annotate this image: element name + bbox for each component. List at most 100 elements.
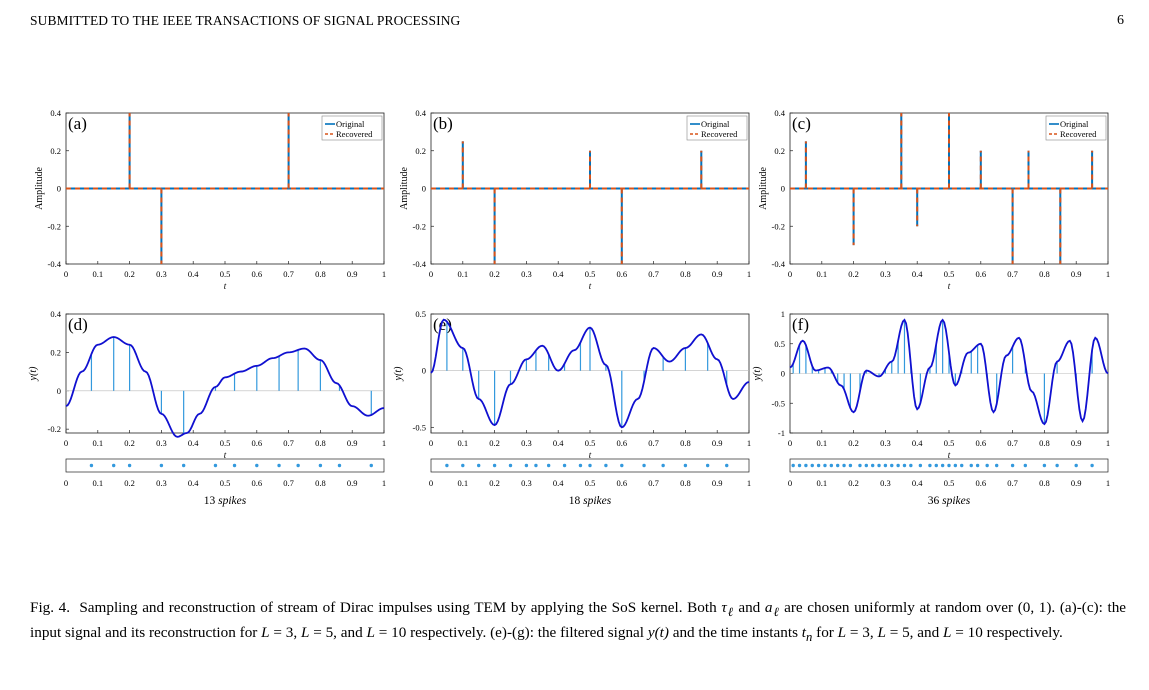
panel-b: -0.4 -0.2 0 0.2 0.4 0 0.1 0.2 0.3 0.4 0.5 0.6 0.7 0.8… [399, 108, 751, 291]
panel-f-filtered-signal [789, 318, 1109, 426]
panel-e-time-instant-dot [534, 463, 538, 468]
caption-text-6: for [816, 623, 834, 641]
panel-a-xtick-label: 0.2 [124, 269, 135, 279]
panel-e-strip-tick-label: 0.1 [457, 478, 468, 488]
caption-L-6: L [943, 623, 952, 641]
panel-d-time-instant-dot [89, 463, 94, 468]
panel-e: -0.500.50 0.1 0.2 0.3 0.4 0.5 0.6 0.7 0.8 0.9 1t(e… [393, 309, 751, 460]
panel-f-time-instant-dot [883, 463, 888, 468]
panel-f-time-instant-dot [995, 463, 999, 468]
panel-f-time-instant-dot [1074, 463, 1078, 468]
panel-f-strip-tick-label: 0.6 [975, 478, 986, 488]
panel-e-strip-tick-label: 0.6 [616, 478, 627, 488]
panel-c-xtick-label: 0.6 [975, 269, 986, 279]
caption-text-3: . (a)-(c): the input signal and its reco… [30, 599, 1127, 641]
panel-f-ylabel: y(t) [752, 366, 763, 382]
panel-d-xtick-label: 0.3 [156, 438, 167, 448]
panel-d-strip-tick-label: 0.7 [283, 478, 294, 488]
panel-c: -0.4 -0.2 0 0.2 0.4 0 0.1 0.2 0.3 0.4 0.5 0.6 0.7 0.8… [758, 108, 1110, 291]
panel-f-ytick-label: 0 [781, 369, 785, 379]
panel-a-xtick-label: 0 [64, 269, 68, 279]
panel-f-time-instant-dot [810, 463, 814, 468]
panel-f-strip-tick-label: 0.3 [880, 478, 891, 488]
panel-f-time-instant-dot [1090, 463, 1094, 468]
panel-e-time-instant-dot [492, 463, 497, 468]
panel-c-ytick-label: 0.4 [774, 108, 785, 118]
panel-f-ytick-label: -0.5 [772, 398, 785, 408]
panel-b-legend-box [686, 115, 748, 141]
panel-e-xtick-label: 0.6 [616, 438, 627, 448]
panel-d-strip-tick-label: 0.8 [315, 478, 326, 488]
panel-c-xtick-label: 0.2 [848, 269, 859, 279]
panel-f-time-instant-dot [918, 463, 923, 468]
panel-f-time-instant-dot [902, 463, 907, 468]
panel-e-xtick-label: 1 [747, 438, 751, 448]
caption-interval: (0, 1) [1017, 599, 1052, 616]
panel-c-xtick-label: 0.8 [1039, 269, 1050, 279]
panel-d-xtick-label: 1 [382, 438, 386, 448]
panel-d-xtick-label: 0.5 [220, 438, 231, 448]
panel-e-xlabel: t [589, 450, 592, 460]
panel-b-xtick-label: 0.6 [616, 269, 627, 279]
panel-e-xtick-label: 0.3 [521, 438, 532, 448]
panel-d-xtick-label: 0.7 [283, 438, 294, 448]
panel-f-time-instant-dot [1055, 463, 1059, 468]
panel-f-ytick-label: -1 [778, 428, 785, 438]
panel-d-ytick-label: 0 [57, 386, 61, 396]
panel-c-label: (c) [792, 114, 811, 133]
panel-d-time-instant-dot [127, 463, 132, 468]
panel-d-spike-word: spikes [218, 495, 247, 507]
panel-b-xtick-label: 0.4 [553, 269, 564, 279]
panel-d-strip-tick-label: 0.6 [251, 478, 262, 488]
panel-d-ytick-label: 0.4 [50, 309, 61, 319]
panel-f-time-instant-dot [864, 463, 869, 468]
panel-f-strip-box [789, 458, 1109, 473]
panel-d-strip-tick-label: 1 [382, 478, 386, 488]
panel-d-ytick-label: -0.2 [48, 424, 61, 434]
panel-a-legend-box [321, 115, 383, 141]
panel-f-time-instant-dot [842, 463, 846, 468]
panel-e-strip-box [430, 458, 750, 473]
panel-f-xtick-label: 0.5 [944, 438, 955, 448]
panel-d-spike-number: 13 [204, 495, 218, 507]
panel-b-ytick-label: 0.2 [415, 146, 426, 156]
panel-f-time-instant-dot [829, 463, 834, 468]
panel-f-time-instant-dot [1023, 463, 1028, 468]
panel-d-time-instant-dot [213, 463, 218, 468]
panel-b-ylabel: Amplitude [399, 167, 410, 210]
panel-a-xtick-label: 0.7 [283, 269, 294, 279]
panel-c-legend-recovered-text: Recovered [1060, 129, 1097, 139]
figure-4: -0.4-0.200.20.40 0.1 0.2 0.3 0.4 0.5 0.6 0.7 0.8… [28, 108, 1110, 507]
panel-d-label: (d) [68, 315, 88, 334]
panel-b-xlabel: t [589, 281, 592, 291]
panel-d-time-instant-dot [255, 463, 259, 468]
panel-f-xtick-label: 0.1 [816, 438, 827, 448]
caption-eq5: = 5, [313, 623, 337, 641]
caption-a: a [764, 599, 773, 616]
panel-d-time-instant-dot [181, 463, 186, 468]
panel-e-time-instant-dot [620, 463, 624, 468]
panel-d-time-instant-dot [159, 463, 164, 468]
panel-f-spike-count: 36 spikes [928, 495, 971, 507]
panel-b-xtick-label: 0.3 [521, 269, 532, 279]
panel-e-strip-tick-label: 0.5 [585, 478, 596, 488]
panel-a: -0.4 -0.2 0 0.2 0.4 0 0.1 0.2 0.3 0.4 0.5 0.6 0.7 0.8… [34, 108, 386, 291]
panel-f-time-instant-dot [953, 463, 958, 468]
caption-tau: τ [721, 599, 727, 616]
panel-a-legend-original-text: Original [336, 119, 365, 129]
panel-e-spike-number: 18 [569, 495, 583, 507]
panel-e-strip-tick-label: 0.7 [648, 478, 659, 488]
panel-a-xtick-label: 0.4 [188, 269, 199, 279]
panel-f-time-instant-dot [960, 463, 964, 468]
panel-b-label: (b) [433, 114, 453, 133]
panel-a-xtick-label: 0.5 [220, 269, 231, 279]
panel-b-xtick-label: 0.1 [457, 269, 468, 279]
panel-b-ytick-label: -0.2 [413, 221, 426, 231]
panel-a-xlabel: t [224, 281, 227, 291]
running-header: SUBMITTED TO THE IEEE TRANSACTIONS OF SI… [30, 13, 461, 28]
panel-e-time-instant-dot [642, 463, 646, 468]
panel-d-time-instant-dot [232, 463, 237, 468]
panel-f-time-instant-dot [791, 463, 795, 468]
panel-c-ytick-label: -0.2 [772, 221, 785, 231]
caption-L-2: L [300, 623, 310, 641]
